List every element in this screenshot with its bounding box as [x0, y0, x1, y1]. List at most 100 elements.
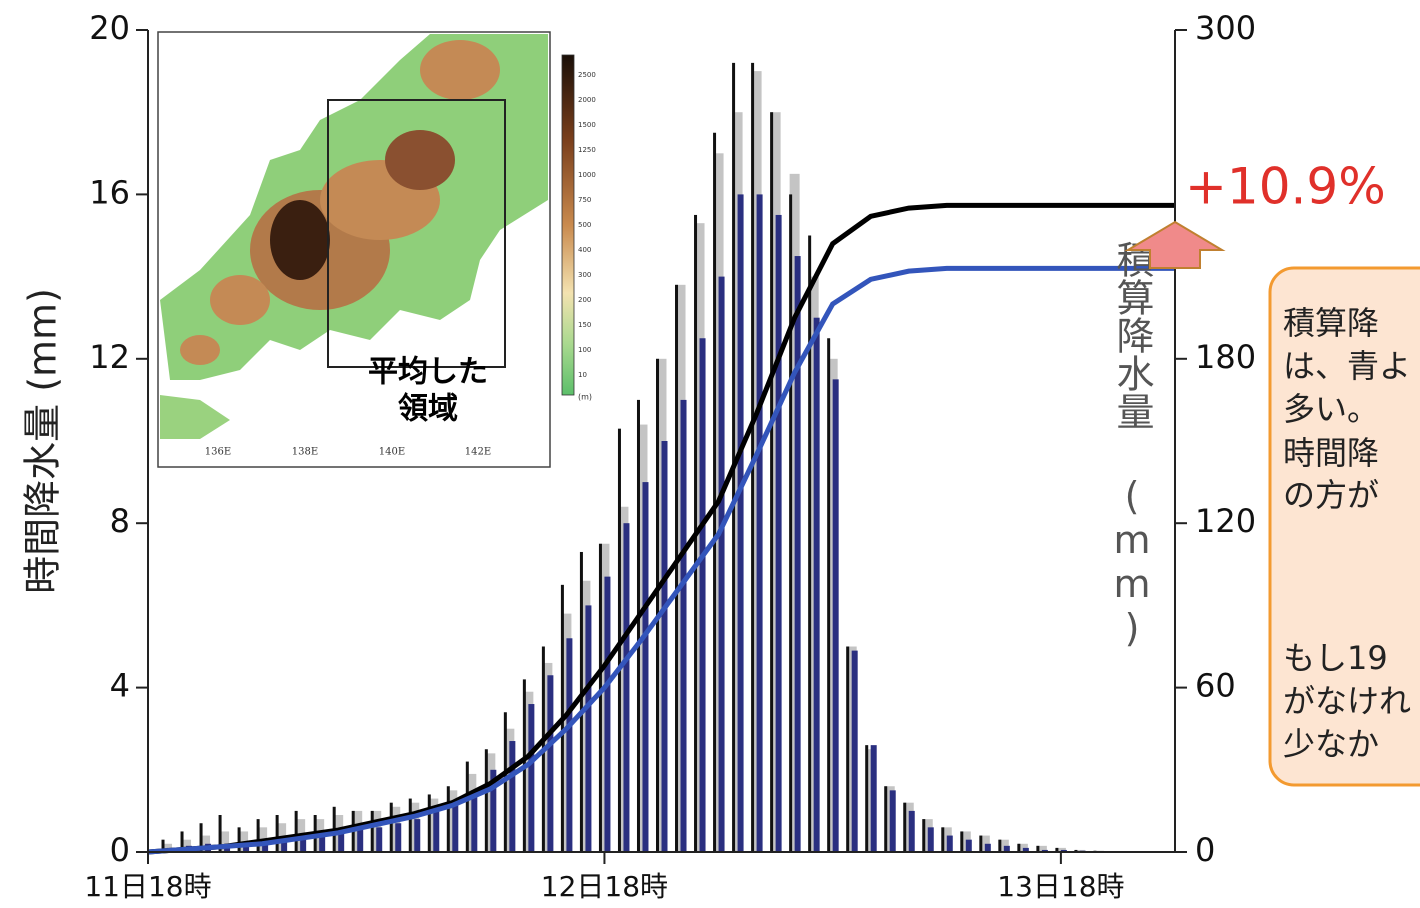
note-text: 少なか	[1283, 725, 1379, 763]
y-tick-label: 20	[89, 9, 130, 47]
colorbar-label: 1000	[578, 171, 596, 179]
bar	[941, 827, 944, 852]
bar	[1017, 844, 1020, 852]
colorbar-label: 10	[578, 371, 587, 379]
bar	[433, 811, 439, 852]
note-text: 多い。	[1283, 390, 1379, 428]
colorbar-label: 200	[578, 296, 591, 304]
bar	[808, 236, 811, 853]
bar	[865, 745, 868, 852]
bar	[922, 819, 925, 852]
lon-label: 140E	[379, 447, 405, 458]
bar	[675, 285, 678, 852]
bar	[447, 786, 450, 852]
bar	[846, 647, 849, 853]
bar	[390, 803, 393, 852]
bar	[827, 338, 830, 852]
bar	[795, 256, 801, 852]
bar	[656, 359, 659, 852]
bar	[642, 482, 648, 852]
bar	[637, 400, 640, 852]
bar	[528, 704, 534, 852]
bar	[509, 741, 515, 852]
bar	[452, 803, 458, 852]
bar	[770, 112, 773, 852]
y2-tick-label: 180	[1195, 338, 1256, 376]
colorbar-unit: (m)	[578, 393, 592, 402]
bar	[428, 794, 431, 852]
region-label: 領域	[398, 392, 458, 427]
bar	[928, 827, 934, 852]
bar	[295, 811, 298, 852]
bar	[409, 799, 412, 852]
y2-tick-label: 300	[1195, 9, 1256, 47]
note-text: は、青よ	[1283, 347, 1411, 385]
bar	[909, 811, 915, 852]
bar	[776, 215, 782, 852]
bar	[238, 827, 241, 852]
region-label: 平均した	[368, 355, 488, 390]
colorbar-label: 500	[578, 221, 591, 229]
colorbar	[562, 55, 574, 395]
note-text: 積算降	[1283, 304, 1379, 342]
bar	[789, 194, 792, 852]
bar	[357, 829, 363, 852]
bar	[547, 675, 553, 852]
colorbar-label: 1500	[578, 121, 596, 129]
bar	[871, 745, 877, 852]
bar	[466, 762, 469, 852]
bar	[814, 318, 820, 852]
chart: 04812162006012018030011日18時12日18時13日18時時…	[0, 0, 1420, 908]
bar	[376, 827, 382, 852]
annotation: +10.9%	[1185, 158, 1386, 216]
bar	[604, 577, 610, 852]
bar	[833, 379, 839, 852]
bar	[414, 819, 420, 852]
colorbar-label: 100	[578, 346, 591, 354]
y-tick-label: 12	[89, 338, 130, 376]
bar	[732, 63, 735, 852]
colorbar-label: 400	[578, 246, 591, 254]
bar	[662, 441, 668, 852]
lon-label: 142E	[465, 447, 491, 458]
bar	[566, 638, 572, 852]
x-tick-label: 11日18時	[84, 870, 211, 903]
bar	[979, 836, 982, 852]
colorbar-label: 2000	[578, 96, 596, 104]
bar	[960, 831, 963, 852]
bar	[485, 749, 488, 852]
bar	[903, 803, 906, 852]
y2-tick-label: 0	[1195, 831, 1215, 869]
bar	[580, 552, 583, 852]
note-text: もし19	[1283, 639, 1388, 677]
y-tick-label: 0	[110, 831, 130, 869]
note-text: の方が	[1283, 476, 1379, 514]
y-tick-label: 8	[110, 502, 130, 540]
bar	[599, 544, 602, 852]
bar	[700, 338, 706, 852]
bar	[371, 811, 374, 852]
bar	[757, 194, 763, 852]
bar	[719, 277, 725, 852]
colorbar-label: 300	[578, 271, 591, 279]
y-tick-label: 4	[110, 667, 130, 705]
inset-map: 平均した 領域	[158, 32, 574, 467]
bar	[890, 790, 896, 852]
bar	[471, 790, 477, 852]
bar	[276, 815, 279, 852]
bar	[585, 605, 591, 852]
x-tick-label: 12日18時	[541, 870, 668, 903]
bar	[884, 786, 887, 852]
colorbar-label: 2500	[578, 71, 596, 79]
bar	[713, 133, 716, 852]
y2-axis-label: 積算降水量 (mm)	[1110, 240, 1154, 650]
colorbar-label: 1250	[578, 146, 596, 154]
lon-label: 138E	[292, 447, 318, 458]
colorbar-label: 750	[578, 196, 591, 204]
bar	[947, 836, 953, 852]
note-text: 時間降	[1283, 434, 1379, 472]
bar	[257, 819, 260, 852]
bar	[985, 844, 991, 852]
y-axis-label: 時間降水量 (mm)	[21, 288, 65, 594]
bar	[738, 194, 744, 852]
